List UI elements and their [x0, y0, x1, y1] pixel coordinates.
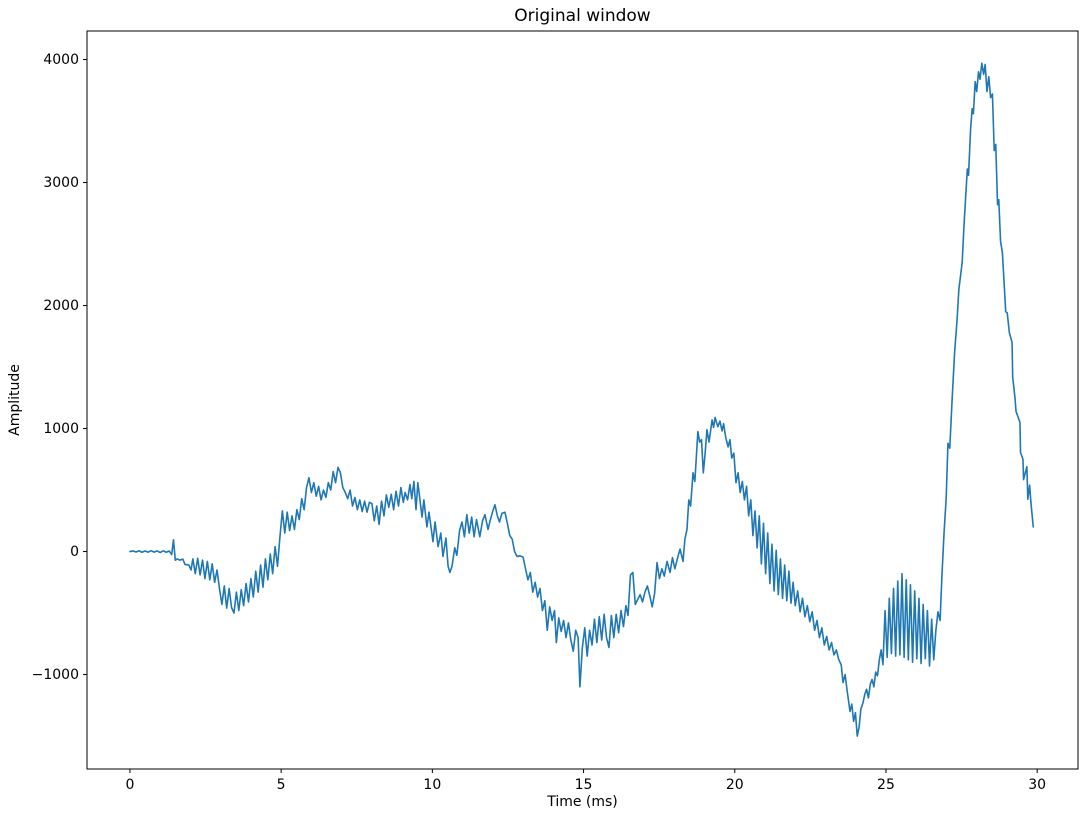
x-axis-label: Time (ms) [547, 794, 618, 810]
chart-title: Original window [514, 6, 651, 26]
y-axis-label: Amplitude [7, 364, 23, 436]
x-tick-label: 20 [725, 777, 744, 793]
axes-spines [86, 30, 1079, 770]
x-tick-label: 30 [1028, 777, 1047, 793]
x-tick-label: 15 [574, 777, 593, 793]
waveform-line [129, 62, 1035, 737]
y-tick-label: 3000 [43, 174, 79, 191]
y-tick-label: 1000 [43, 420, 79, 437]
x-tick-label: 5 [276, 777, 286, 793]
y-tick-label: −1000 [31, 666, 79, 683]
y-tick-label: 0 [70, 543, 79, 560]
x-tick-label: 10 [423, 777, 442, 793]
x-tick-label: 25 [877, 777, 895, 793]
tick-marks [83, 59, 1038, 773]
y-tick-label: 2000 [43, 297, 79, 314]
x-tick-label: 0 [125, 777, 135, 793]
y-tick-label: 4000 [43, 51, 79, 68]
